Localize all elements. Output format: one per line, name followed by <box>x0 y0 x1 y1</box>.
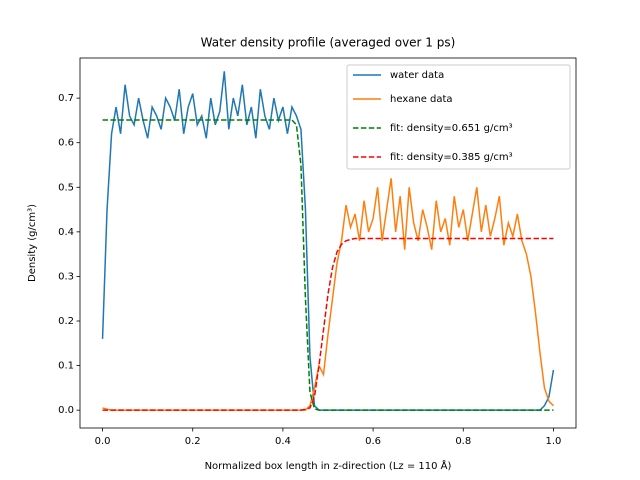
x-tick-label: 0.8 <box>455 436 471 447</box>
x-tick-label: 0.4 <box>275 436 291 447</box>
legend-label: fit: density=0.651 g/cm³ <box>390 123 513 134</box>
y-axis-label: Density (g/cm³) <box>27 204 38 282</box>
x-tick-label: 0.0 <box>95 436 111 447</box>
data-line <box>102 119 554 411</box>
legend-box <box>346 64 571 170</box>
legend-label: water data <box>390 70 444 81</box>
x-tick-label: 0.2 <box>185 436 201 447</box>
y-tick-label: 0.3 <box>58 271 74 282</box>
y-tick-label: 0.5 <box>58 182 74 193</box>
x-tick-label: 0.6 <box>365 436 381 447</box>
y-tick-label: 0.1 <box>58 361 74 372</box>
y-tick-label: 0.2 <box>58 316 74 327</box>
data-line <box>102 237 554 411</box>
legend-label: fit: density=0.385 g/cm³ <box>390 152 513 163</box>
legend-label: hexane data <box>390 94 453 105</box>
x-tick-label: 1.0 <box>546 436 562 447</box>
y-tick-label: 0.0 <box>58 405 74 416</box>
y-tick-label: 0.7 <box>58 93 74 104</box>
y-tick-label: 0.6 <box>58 138 74 149</box>
x-axis-label: Normalized box length in z-direction (Lz… <box>205 459 452 472</box>
y-tick-label: 0.4 <box>58 227 74 238</box>
plot-frame <box>79 57 577 429</box>
data-line <box>102 178 554 411</box>
chart-title: Water density profile (averaged over 1 p… <box>201 36 456 50</box>
